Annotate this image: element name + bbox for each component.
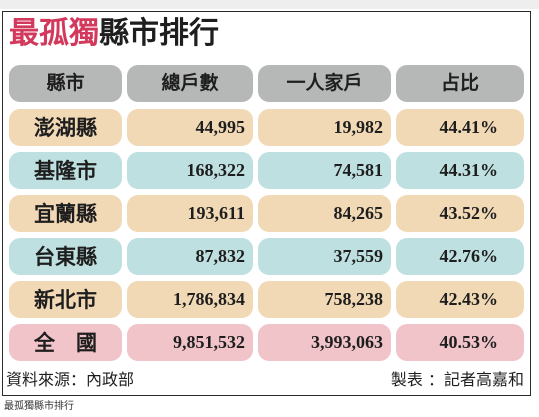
header-share: 占比 — [396, 65, 524, 102]
row-single: 37,559 — [258, 238, 391, 275]
row-total: 87,832 — [127, 238, 253, 275]
row-total: 9,851,532 — [127, 324, 253, 361]
row-single: 19,982 — [258, 109, 391, 146]
row-total: 44,995 — [127, 109, 253, 146]
row-share: 44.41% — [396, 109, 524, 146]
row-share: 43.52% — [396, 195, 524, 232]
row-county: 基隆市 — [9, 152, 122, 189]
title-rest: 縣市排行 — [99, 16, 219, 51]
row-share: 44.31% — [396, 152, 524, 189]
row-single: 84,265 — [258, 195, 391, 232]
image-caption: 最孤獨縣市排行 — [4, 401, 74, 412]
header-county: 縣市 — [9, 65, 122, 102]
row-total: 1,786,834 — [127, 281, 253, 318]
row-share: 42.43% — [396, 281, 524, 318]
row-single: 758,238 — [258, 281, 391, 318]
row-single: 74,581 — [258, 152, 391, 189]
row-county: 台東縣 — [9, 238, 122, 275]
header-total-households: 總戶數 — [127, 65, 253, 102]
row-total: 193,611 — [127, 195, 253, 232]
row-share: 42.76% — [396, 238, 524, 275]
maker-credit: 製表 ：記者高嘉和 — [390, 370, 524, 389]
graphic-title: 最孤獨縣市排行 — [9, 14, 219, 54]
row-county: 新北市 — [9, 281, 122, 318]
source-note: 資料來源：內政部 — [6, 370, 135, 389]
table-graphic: 最孤獨縣市排行 縣市 總戶數 一人家戶 占比 澎湖縣 44,995 19,982… — [2, 11, 531, 396]
row-share: 40.53% — [396, 324, 524, 361]
top-strip — [0, 0, 539, 9]
row-county: 宜蘭縣 — [9, 195, 122, 232]
title-highlight: 最孤獨 — [9, 16, 99, 51]
row-county: 全 國 — [9, 324, 122, 361]
header-single-households: 一人家戶 — [258, 65, 391, 102]
row-single: 3,993,063 — [258, 324, 391, 361]
row-county: 澎湖縣 — [9, 109, 122, 146]
row-total: 168,322 — [127, 152, 253, 189]
